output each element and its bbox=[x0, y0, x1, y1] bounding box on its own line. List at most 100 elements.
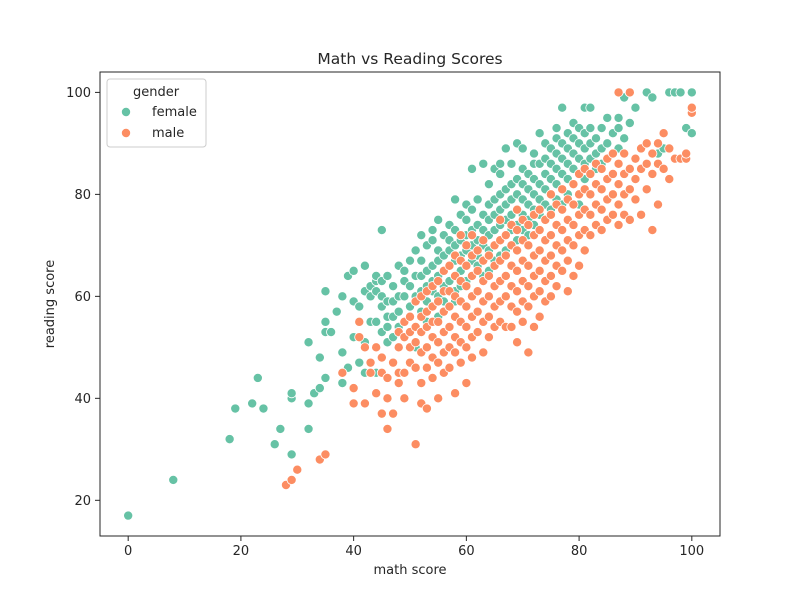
point-female bbox=[393, 306, 404, 317]
point-male bbox=[500, 230, 511, 241]
legend-marker-male bbox=[121, 127, 132, 138]
point-female bbox=[427, 225, 438, 236]
point-female bbox=[230, 403, 241, 414]
point-male bbox=[619, 148, 630, 159]
point-male bbox=[292, 464, 303, 475]
point-male bbox=[461, 260, 472, 271]
point-female bbox=[123, 510, 134, 521]
point-male bbox=[433, 316, 444, 327]
point-female bbox=[286, 449, 297, 460]
point-male bbox=[557, 265, 568, 276]
point-male bbox=[686, 102, 697, 113]
y-axis: 20 40 60 80 100 bbox=[66, 86, 100, 509]
point-male bbox=[624, 214, 635, 225]
x-tick-label: 40 bbox=[345, 544, 362, 559]
point-male bbox=[545, 189, 556, 200]
point-male bbox=[455, 230, 466, 241]
y-tick-label: 60 bbox=[74, 290, 91, 305]
point-male bbox=[512, 337, 523, 348]
point-male bbox=[585, 168, 596, 179]
point-female bbox=[320, 316, 331, 327]
point-female bbox=[534, 128, 545, 139]
points-layer bbox=[123, 87, 697, 521]
point-male bbox=[376, 352, 387, 363]
point-male bbox=[630, 153, 641, 164]
point-female bbox=[495, 158, 506, 169]
point-male bbox=[320, 449, 331, 460]
point-male bbox=[641, 158, 652, 169]
point-male bbox=[551, 281, 562, 292]
point-male bbox=[636, 209, 647, 220]
point-female bbox=[224, 434, 235, 445]
plot-frame bbox=[99, 71, 721, 537]
point-female bbox=[331, 306, 342, 317]
point-female bbox=[337, 378, 348, 389]
point-male bbox=[348, 398, 359, 409]
point-female bbox=[399, 291, 410, 302]
point-male bbox=[483, 291, 494, 302]
point-male bbox=[664, 174, 675, 185]
point-male bbox=[607, 168, 618, 179]
point-female bbox=[320, 286, 331, 297]
point-female bbox=[354, 357, 365, 368]
point-male bbox=[399, 367, 410, 378]
point-male bbox=[478, 347, 489, 358]
point-male bbox=[607, 209, 618, 220]
point-female bbox=[314, 352, 325, 363]
point-male bbox=[585, 209, 596, 220]
point-male bbox=[534, 204, 545, 215]
point-male bbox=[472, 327, 483, 338]
legend-label-female: female bbox=[152, 105, 197, 120]
point-male bbox=[472, 265, 483, 276]
point-female bbox=[326, 327, 337, 338]
point-male bbox=[410, 337, 421, 348]
point-female bbox=[382, 270, 393, 281]
point-male bbox=[433, 337, 444, 348]
point-male bbox=[568, 199, 579, 210]
point-male bbox=[495, 214, 506, 225]
point-male bbox=[647, 225, 658, 236]
point-male bbox=[534, 311, 545, 322]
point-male bbox=[472, 245, 483, 256]
point-male bbox=[523, 219, 534, 230]
point-male bbox=[478, 235, 489, 246]
point-male bbox=[557, 204, 568, 215]
point-male bbox=[393, 378, 404, 389]
point-female bbox=[404, 255, 415, 266]
point-male bbox=[647, 148, 658, 159]
point-male bbox=[653, 199, 664, 210]
point-male bbox=[461, 281, 472, 292]
y-tick-label: 40 bbox=[74, 392, 91, 407]
point-male bbox=[585, 230, 596, 241]
point-male bbox=[382, 372, 393, 383]
point-female bbox=[247, 398, 258, 409]
point-female bbox=[461, 214, 472, 225]
point-male bbox=[376, 408, 387, 419]
point-male bbox=[483, 270, 494, 281]
point-female bbox=[303, 423, 314, 434]
point-male bbox=[562, 286, 573, 297]
point-male bbox=[410, 439, 421, 450]
point-male bbox=[404, 311, 415, 322]
point-female bbox=[506, 158, 517, 169]
point-male bbox=[512, 225, 523, 236]
point-male bbox=[371, 388, 382, 399]
point-female bbox=[602, 112, 613, 123]
y-tick-label: 20 bbox=[74, 494, 91, 509]
point-male bbox=[444, 301, 455, 312]
point-male bbox=[512, 265, 523, 276]
point-female bbox=[686, 128, 697, 139]
legend-box bbox=[106, 78, 207, 148]
point-female bbox=[613, 123, 624, 134]
point-female bbox=[354, 301, 365, 312]
point-male bbox=[399, 393, 410, 404]
point-male bbox=[523, 347, 534, 358]
point-female bbox=[585, 102, 596, 113]
x-axis-label: math score bbox=[373, 563, 446, 578]
point-female bbox=[269, 439, 280, 450]
point-male bbox=[359, 398, 370, 409]
point-male bbox=[596, 184, 607, 195]
point-male bbox=[523, 281, 534, 292]
legend-label-male: male bbox=[152, 126, 184, 141]
point-female bbox=[551, 123, 562, 134]
